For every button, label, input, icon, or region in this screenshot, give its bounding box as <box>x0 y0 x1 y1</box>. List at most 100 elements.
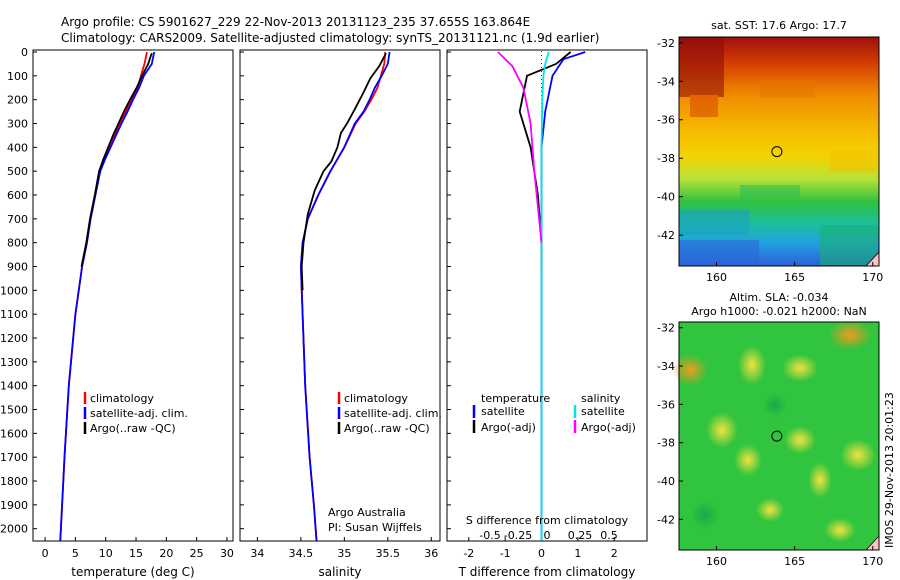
legend-title-temperature: temperature <box>481 392 550 405</box>
s-tick-label: -0.5 <box>479 529 500 542</box>
salinity-y-ticks <box>240 51 244 530</box>
sst-warm-patch <box>690 95 718 117</box>
temperature-lines <box>59 51 156 541</box>
sla-blob <box>808 462 832 498</box>
s-tick-label: 0.25 <box>568 529 593 542</box>
legend-label-salinity-argo: Argo(-adj) <box>581 421 636 434</box>
sla-blob <box>706 412 738 448</box>
depth-tick-label: 1600 <box>0 427 28 440</box>
depth-tick-label: 1200 <box>0 332 28 345</box>
temperature-x-axis: 0 5 10 15 20 25 30 <box>42 537 234 560</box>
argo-location-marker <box>771 146 783 158</box>
sst-texture <box>679 37 878 266</box>
s-tick-label: 0 <box>544 529 551 542</box>
legend-label-argo: Argo(..raw -QC) <box>344 422 430 435</box>
difference-lines <box>497 51 586 541</box>
s-tick-label: 0.5 <box>600 529 618 542</box>
x-tick-label: 36 <box>424 547 438 560</box>
lat-tick-label: -38 <box>657 437 675 450</box>
lat-tick-label: -34 <box>657 360 675 373</box>
depth-tick-label: 1500 <box>0 404 28 417</box>
x-tick-label: 35.5 <box>376 547 401 560</box>
temperature-panel: 0100200300400500600700800900100011001200… <box>0 46 234 579</box>
lat-tick-label: -36 <box>657 114 675 127</box>
salinity-axis-label: salinity <box>318 565 361 579</box>
difference-y-ticks <box>447 51 451 530</box>
lat-tick-label: -42 <box>657 229 675 242</box>
depth-tick-label: 1100 <box>0 308 28 321</box>
depth-tick-label: 1800 <box>0 475 28 488</box>
series-line-salinity-argo-adj- <box>497 51 543 243</box>
series-line-argo-raw-qc- <box>300 52 387 291</box>
sla-blob <box>734 444 762 476</box>
sla-blob <box>672 354 708 386</box>
lon-tick-label: 165 <box>784 271 805 284</box>
depth-tick-label: 1900 <box>0 499 28 512</box>
x-tick-label: 15 <box>129 547 143 560</box>
temperature-axes-frame <box>32 49 234 542</box>
depth-tick-label: 0 <box>21 46 28 59</box>
imos-timestamp: IMOS 29-Nov-2013 20:01:23 <box>883 392 896 548</box>
series-line-climatology <box>59 51 148 541</box>
sla-blob <box>756 498 784 522</box>
lon-tick-label: 170 <box>862 271 883 284</box>
sla-blob <box>840 439 876 471</box>
x-tick-label: 1 <box>574 547 581 560</box>
x-tick-label: 0 <box>538 547 545 560</box>
salinity-lines <box>299 51 391 541</box>
sst-cold-patch <box>679 240 759 266</box>
depth-tick-label: 1400 <box>0 380 28 393</box>
depth-tick-label: 1700 <box>0 451 28 464</box>
sla-blob <box>824 518 856 542</box>
x-tick-label: 25 <box>190 547 204 560</box>
series-line-climatology <box>299 51 387 541</box>
salinity-x-axis: 34 34.5 35 35.5 36 <box>250 537 438 560</box>
sla-blob <box>828 320 872 350</box>
lon-tick-label: 160 <box>706 271 727 284</box>
sst-patch <box>679 210 749 235</box>
legend-label-climatology: climatology <box>90 392 154 405</box>
x-tick-label: -1 <box>500 547 511 560</box>
difference-axes-frame <box>446 49 648 542</box>
sst-warm-patch <box>760 80 815 98</box>
legend-label-climatology: climatology <box>344 392 408 405</box>
depth-tick-label: 1000 <box>0 284 28 297</box>
legend-label-salinity-satellite: satellite <box>581 405 625 418</box>
legend-label-satellite: satellite-adj. clim. <box>344 407 442 420</box>
lat-tick-label: -36 <box>657 398 675 411</box>
argo-location-marker <box>771 430 783 442</box>
x-tick-label: 0 <box>42 547 49 560</box>
x-tick-label: -2 <box>463 547 474 560</box>
difference-panel: -2 -1 0 1 2 T difference from climatology S … <box>446 49 648 579</box>
depth-tick-label: 600 <box>7 189 28 202</box>
lat-tick-label: -42 <box>657 513 675 526</box>
lat-tick-label: -40 <box>657 475 675 488</box>
series-line-satellite-adj-clim- <box>59 51 156 541</box>
sla-blob <box>691 501 719 529</box>
sst-map-title: sat. SST: 17.6 Argo: 17.7 <box>711 19 847 32</box>
sla-blob <box>782 354 818 382</box>
depth-tick-label: 2000 <box>0 523 28 536</box>
difference-x-axis: -2 -1 0 1 2 <box>463 537 618 560</box>
s-difference-axis-label: S difference from climatology <box>466 514 629 527</box>
legend-label-argo: Argo(..raw -QC) <box>90 422 176 435</box>
sst-patch <box>820 225 878 265</box>
credit-argo-australia: Argo Australia <box>328 506 406 519</box>
depth-tick-label: 900 <box>7 261 28 274</box>
depth-tick-label: 500 <box>7 165 28 178</box>
lat-tick-label: -34 <box>657 75 675 88</box>
series-line-satellite-adj-clim- <box>299 51 391 541</box>
x-tick-label: 2 <box>611 547 618 560</box>
header-line2: Climatology: CARS2009. Satellite-adjuste… <box>61 31 599 45</box>
x-tick-label: 34.5 <box>289 547 314 560</box>
series-line-argo-raw-qc- <box>80 52 153 267</box>
depth-tick-label: 400 <box>7 141 28 154</box>
lon-tick-label: 160 <box>706 555 727 568</box>
x-tick-label: 10 <box>99 547 113 560</box>
depth-axis: 0 100 200 300 400 500 600 700 800 900 1000 1100 1200… <box>0 46 37 536</box>
salinity-axes-frame <box>239 49 441 542</box>
legend-label-satellite: satellite-adj. clim. <box>90 407 188 420</box>
x-tick-label: 20 <box>159 547 173 560</box>
temperature-legend: climatology satellite-adj. clim. Argo(..… <box>83 392 188 435</box>
x-tick-label: 5 <box>72 547 79 560</box>
